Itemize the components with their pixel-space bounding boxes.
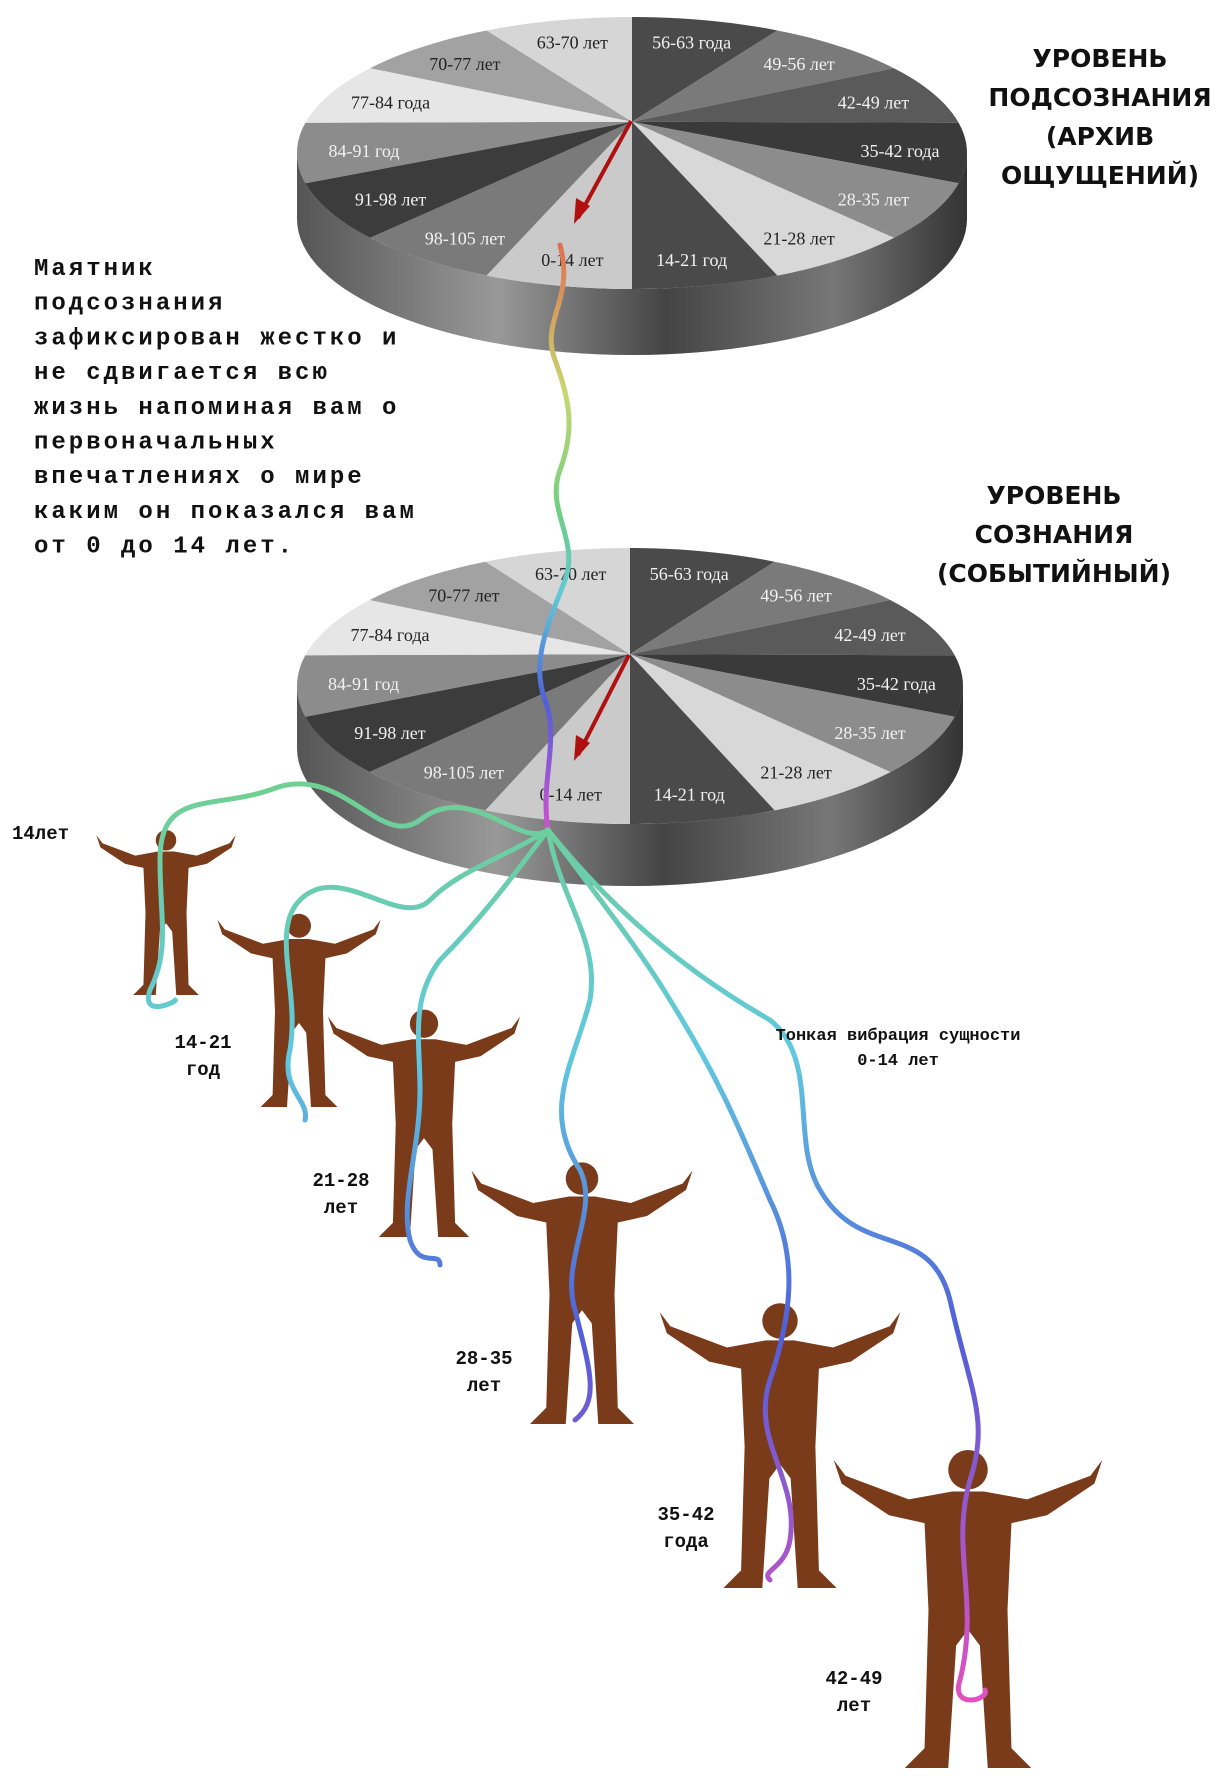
person-head xyxy=(410,1010,438,1038)
note-line: Маятник xyxy=(34,256,156,283)
note-line: зафиксирован жестко и xyxy=(34,325,399,352)
level-title: (СОБЫТИЙНЫЙ) xyxy=(937,559,1171,588)
person-body xyxy=(96,835,235,995)
segment-label: 84-91 год xyxy=(328,141,399,161)
segment-label: 49-56 лет xyxy=(760,586,831,606)
segment-label: 63-70 лет xyxy=(537,32,608,52)
note-line: первоначальных xyxy=(34,430,278,457)
segment-label: 42-49 лет xyxy=(834,625,905,645)
segment-label: 91-98 лет xyxy=(355,190,426,210)
note-line: жизнь напоминая вам о xyxy=(34,395,399,422)
segment-label: 14-21 год xyxy=(656,250,727,270)
segment-label: 70-77 лет xyxy=(429,54,500,74)
person xyxy=(96,830,235,995)
segment-label: 21-28 лет xyxy=(760,763,831,783)
segment-label: 14-21 год xyxy=(654,784,725,804)
level-title: СОЗНАНИЯ xyxy=(975,520,1134,549)
person-body xyxy=(472,1171,693,1425)
age-label: года xyxy=(663,1531,709,1553)
segment-label: 35-42 года xyxy=(857,674,936,694)
age-label: 35-42 xyxy=(657,1504,714,1526)
segment-label: 56-63 года xyxy=(650,564,729,584)
age-label: 14лет xyxy=(12,823,69,845)
segment-label: 49-56 лет xyxy=(763,54,834,74)
age-label: лет xyxy=(324,1197,358,1219)
segment-label: 91-98 лет xyxy=(354,723,425,743)
diagram: 56-63 года49-56 лет42-49 лет35-42 года28… xyxy=(0,0,1221,1780)
segment-label: 21-28 лет xyxy=(763,228,834,248)
segment-label: 77-84 года xyxy=(350,625,429,645)
annotation: 0-14 лет xyxy=(857,1052,939,1071)
segment-label: 84-91 год xyxy=(328,674,399,694)
age-label: 42-49 xyxy=(825,1668,882,1690)
level-title: УРОВЕНЬ xyxy=(987,481,1122,510)
segment-label: 28-35 лет xyxy=(838,190,909,210)
segment-label: 98-105 лет xyxy=(425,228,505,248)
note-line: от 0 до 14 лет. xyxy=(34,534,295,561)
annotation: Тонкая вибрация сущности xyxy=(776,1027,1021,1046)
age-label: лет xyxy=(467,1375,501,1397)
age-label: 28-35 xyxy=(455,1348,512,1370)
segment-label: 28-35 лет xyxy=(834,723,905,743)
person xyxy=(472,1162,693,1424)
segment-label: 0-14 лет xyxy=(541,250,603,270)
note-line: не сдвигается всю xyxy=(34,360,330,387)
segment-label: 77-84 года xyxy=(351,93,430,113)
note-line: подсознания xyxy=(34,291,225,318)
level-title: ОЩУЩЕНИЙ) xyxy=(1001,161,1199,190)
level-title: ПОДСОЗНАНИЯ xyxy=(988,83,1211,112)
person-body xyxy=(217,920,380,1107)
level-title: (АРХИВ xyxy=(1046,122,1154,151)
age-label: 14-21 xyxy=(174,1032,231,1054)
segment-label: 70-77 лет xyxy=(428,586,499,606)
person-head xyxy=(762,1303,797,1338)
age-label: 21-28 xyxy=(312,1170,369,1192)
note-line: каким он показался вам xyxy=(34,499,417,526)
segment-label: 42-49 лет xyxy=(838,93,909,113)
level-title: УРОВЕНЬ xyxy=(1033,44,1168,73)
segment-label: 98-105 лет xyxy=(424,763,504,783)
age-label: лет xyxy=(837,1695,871,1717)
person xyxy=(217,914,380,1107)
segment-label: 56-63 года xyxy=(652,32,731,52)
segment-label: 35-42 года xyxy=(860,141,939,161)
age-label: год xyxy=(186,1059,220,1081)
note-line: впечатлениях о мире xyxy=(34,464,365,491)
